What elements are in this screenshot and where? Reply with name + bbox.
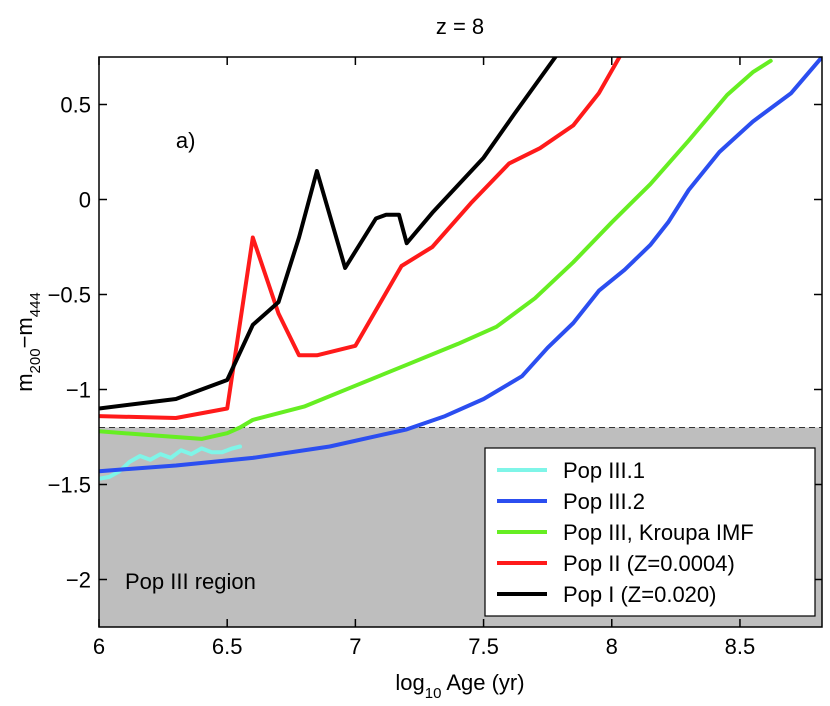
annotation-a: a) (176, 128, 196, 153)
legend: Pop III.1 Pop III.2 Pop III, Kroupa IMF Pop… (484, 447, 816, 617)
series-line-1 (99, 57, 822, 474)
y-tick-label: 0.5 (60, 93, 91, 118)
chart-title: z = 8 (436, 14, 484, 39)
legend-label-3: Pop II (Z=0.0004) (563, 551, 735, 576)
legend-label-4: Pop I (Z=0.020) (563, 582, 716, 607)
legend-label-1: Pop III.2 (563, 489, 645, 514)
y-tick-label: 0 (79, 188, 91, 213)
y-tick-label: −1.5 (48, 473, 91, 498)
plot-frame (98, 56, 823, 628)
y-tick-label: −0.5 (48, 283, 91, 308)
legend-label-2: Pop III, Kroupa IMF (563, 520, 754, 545)
series-line-3 (99, 57, 622, 420)
x-tick-label: 7.5 (468, 634, 499, 659)
x-tick-label: 8.5 (725, 634, 756, 659)
x-tick-label: 6 (93, 634, 105, 659)
x-tick-label: 7 (349, 634, 361, 659)
series-line-2 (99, 58, 773, 441)
pop-iii-region-label: Pop III region (125, 569, 256, 594)
y-tick-label: −2 (66, 568, 91, 593)
y-tick-label: −1 (66, 378, 91, 403)
y-axis-title: m200−m444 (12, 292, 44, 392)
series-layer (99, 57, 822, 481)
x-tick-label: 6.5 (212, 634, 243, 659)
legend-label-0: Pop III.1 (563, 458, 645, 483)
series-line-4 (99, 57, 558, 411)
x-tick-label: 8 (606, 634, 618, 659)
x-axis-title: log10 Age (yr) (395, 670, 524, 702)
axes-layer: 6 6.5 7 7.5 8 8.5 −2 −1.5 −1 −0.5 0 0.5 (48, 56, 823, 659)
